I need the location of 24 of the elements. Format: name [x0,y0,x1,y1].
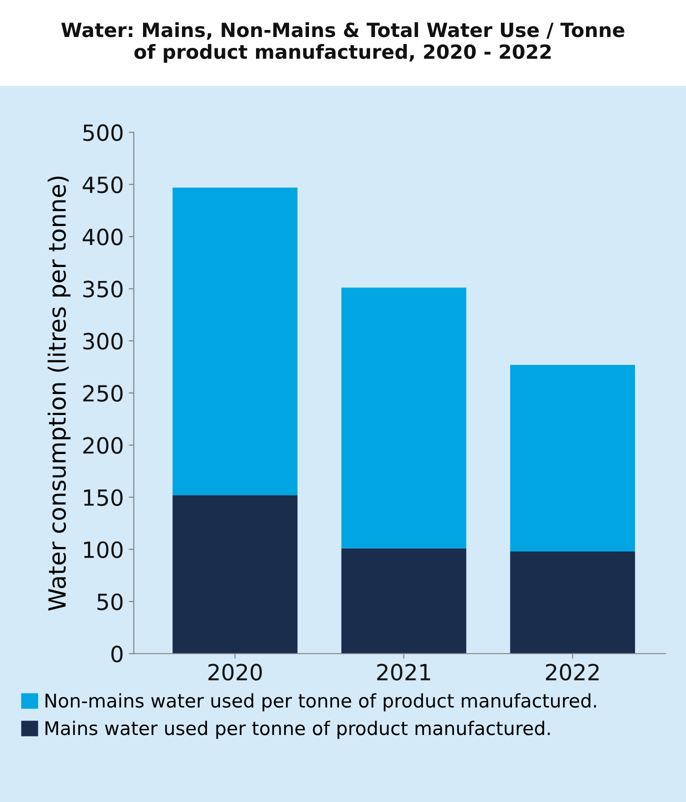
chart-title: Water: Mains, Non-Mains & Total Water Use / Tonne of product manufactured, 2020 - 2022 [61,22,624,63]
x-tick-label: 2020 [208,664,262,681]
x-tick-label: 2022 [546,664,599,681]
x-tick-label: 2021 [377,664,430,681]
y-tick-label: 250 [83,384,123,402]
bar [341,288,466,548]
y-tick-label: 200 [83,437,123,454]
y-tick-label: 100 [84,541,123,558]
legend-label: Non-mains water used per tonne of product manufactured. [46,693,596,712]
y-tick-label: 150 [84,489,123,506]
legend-label: Mains water used per tonne of product manufactured. [46,720,550,739]
y-tick-label: 0 [111,646,123,662]
bar [172,495,298,654]
bar [510,364,636,552]
bar [510,551,636,654]
bar [341,548,466,654]
y-tick-label: 350 [83,280,123,298]
y-tick-label: 50 [97,593,123,610]
y-tick-label: 400 [82,228,123,246]
y-tick-label: 500 [83,124,123,142]
bar [172,188,298,496]
y-axis-title: Water consumption (litres per tonne) [48,176,71,611]
y-tick-label: 450 [82,176,123,194]
y-tick-label: 300 [83,332,123,350]
